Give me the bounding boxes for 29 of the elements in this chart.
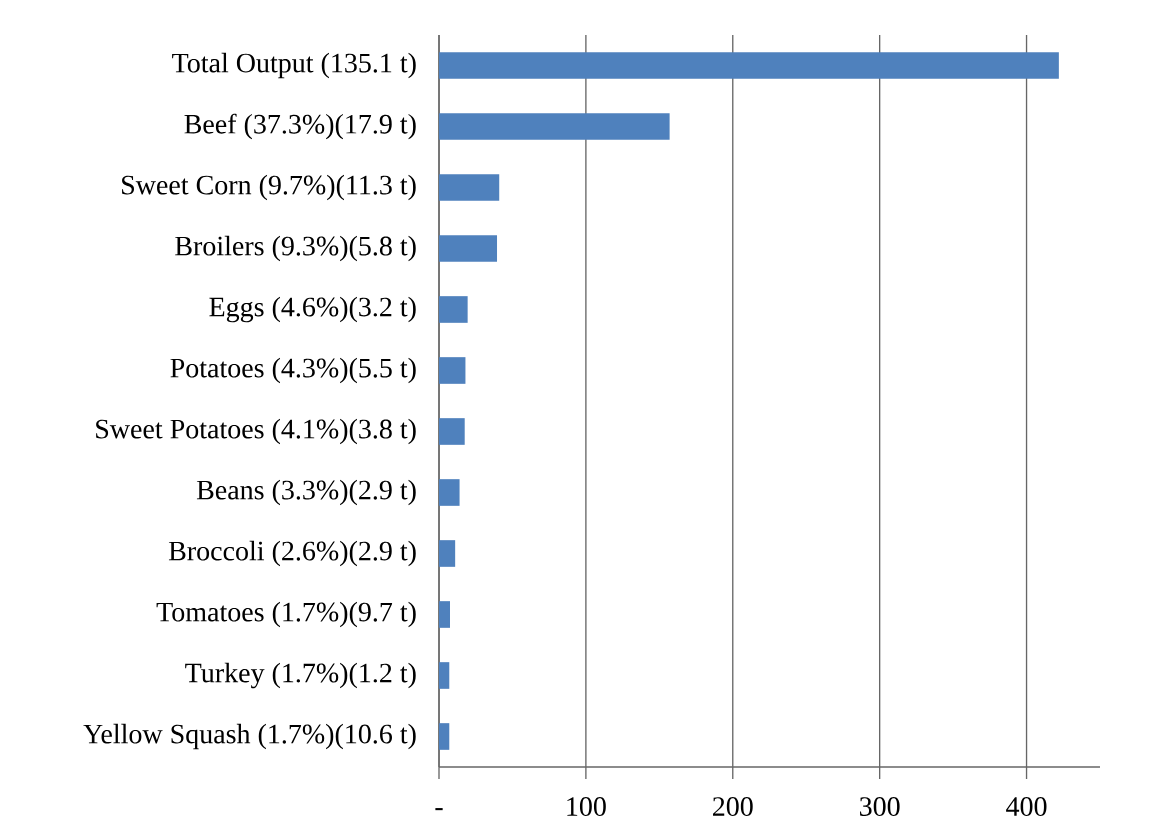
bar <box>439 723 450 750</box>
x-tick-label: 400 <box>1006 797 1047 816</box>
bar <box>439 540 456 567</box>
y-tick-label: Eggs (4.6%)(3.2 t) <box>209 296 416 323</box>
bar <box>439 174 500 201</box>
bar <box>439 357 466 384</box>
y-tick-label: Beans (3.3%)(2.9 t) <box>196 479 416 506</box>
y-tick-label: Turkey (1.7%)(1.2 t) <box>185 662 416 689</box>
bar <box>439 235 498 262</box>
x-tick-label: - <box>435 808 443 811</box>
y-tick-label: Yellow Squash (1.7%)(10.6 t) <box>83 723 416 750</box>
y-tick-label: Sweet Corn (9.7%)(11.3 t) <box>122 174 416 201</box>
x-tick-label: 300 <box>860 797 900 816</box>
y-tick-label: Total Output (135.1 t) <box>172 52 416 79</box>
x-tick-label: 100 <box>567 797 606 816</box>
bar <box>439 418 465 445</box>
x-tick-label: 200 <box>713 797 753 816</box>
y-tick-label: Sweet Potatoes (4.1%)(3.8 t) <box>96 418 416 445</box>
y-tick-label: Broccoli (2.6%)(2.9 t) <box>168 540 416 567</box>
bar <box>439 113 670 140</box>
y-tick-label: Potatoes (4.3%)(5.5 t) <box>170 357 416 384</box>
bar <box>439 479 460 506</box>
y-tick-label: Beef (37.3%)(17.9 t) <box>184 113 416 140</box>
bar <box>439 601 451 628</box>
bar <box>439 296 468 323</box>
y-tick-label: Tomatoes (1.7%)(9.7 t) <box>156 601 416 628</box>
bar <box>439 662 450 689</box>
y-tick-label: Broilers (9.3%)(5.8 t) <box>175 235 416 262</box>
bar <box>439 52 1059 79</box>
